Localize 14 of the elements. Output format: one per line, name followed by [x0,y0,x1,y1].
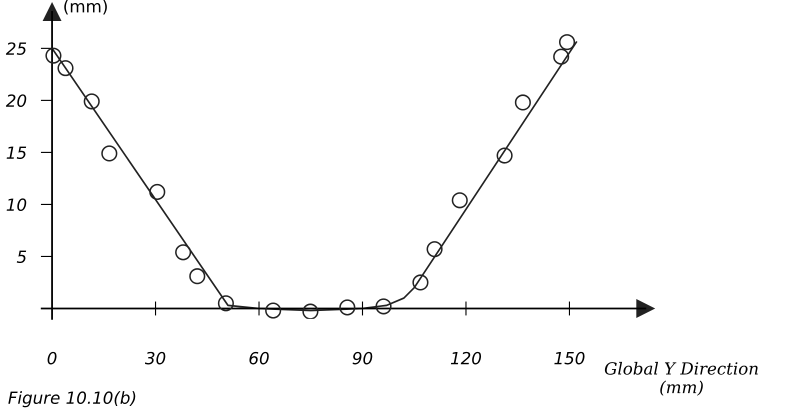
x-tick-label: 90 [352,352,372,364]
y-tick-label: 25 [6,42,26,55]
y-tick-label: 15 [6,146,26,159]
caption: Figure 10.10(b) [8,391,136,408]
y-tick-label: 5 [16,250,26,264]
x-tick-label: 0 [48,352,57,364]
y-axis-title: (mm) [64,0,107,15]
x-tick-label: 120 [450,352,482,364]
x-tick-label: 30 [144,352,166,364]
y-tick-label: 20 [6,94,26,107]
x-axis-title: Global Y Direction (mm) [604,362,758,396]
x-tick-label: 150 [554,352,585,364]
y-tick-label: 10 [6,198,26,212]
x-tick-label: 60 [249,352,269,364]
